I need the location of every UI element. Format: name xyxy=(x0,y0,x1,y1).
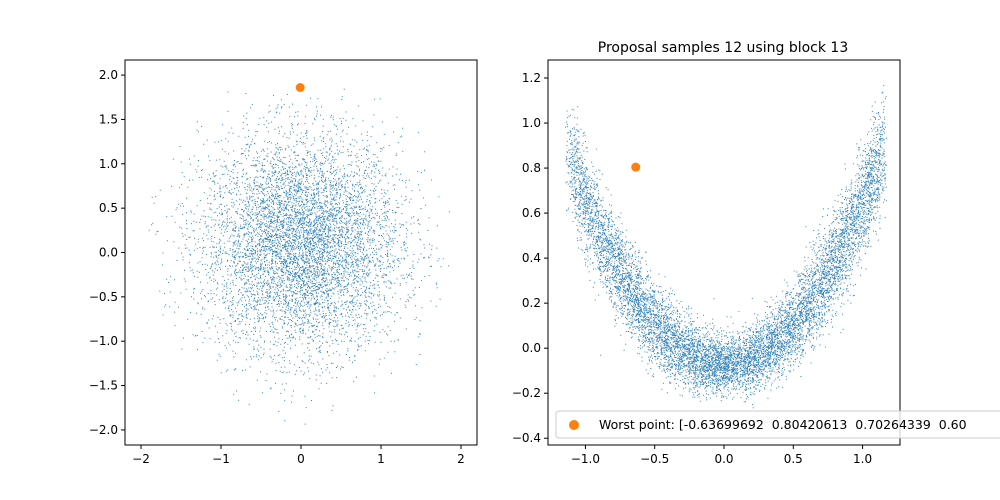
legend-marker xyxy=(569,420,579,430)
x-tick-label: 0.0 xyxy=(714,452,733,466)
y-tick-label: 0.6 xyxy=(522,206,541,220)
left-scatter-points xyxy=(148,83,450,425)
x-tick-label: −1.0 xyxy=(571,452,600,466)
left-axis-ticks: −2 −1 0 1 2 −2.0 −1.5 −1.0 −0.5 0.0 0.5 1.0 1.5 2.0 xyxy=(89,68,465,466)
right-scatter-points xyxy=(565,85,887,413)
y-tick-label: 1.0 xyxy=(522,116,541,130)
left-axes-frame xyxy=(124,59,478,446)
y-tick-label: −1.0 xyxy=(89,334,118,348)
y-tick-label: −2.0 xyxy=(89,423,118,437)
legend: Worst point: [-0.63699692 0.80420613 0.7… xyxy=(555,410,1000,439)
legend-label: Worst point: [-0.63699692 0.80420613 0.7… xyxy=(599,417,967,432)
right-plot: Proposal samples 12 using block 13 −1.0−… xyxy=(512,40,901,466)
y-tick-label: 0.8 xyxy=(522,161,541,175)
x-tick-label: −1 xyxy=(212,452,230,466)
worst-point-marker xyxy=(631,162,641,172)
y-tick-label: 0.0 xyxy=(522,341,541,355)
y-tick-label: −0.4 xyxy=(512,431,541,445)
y-tick-label: −0.5 xyxy=(89,290,118,304)
y-tick-label: 2.0 xyxy=(99,68,118,82)
y-tick-label: −1.5 xyxy=(89,379,118,393)
legend-box xyxy=(555,410,1000,439)
y-tick-label: 0.5 xyxy=(99,201,118,215)
right-plot-title: Proposal samples 12 using block 13 xyxy=(598,40,848,56)
x-tick-label: 1.0 xyxy=(853,452,872,466)
y-tick-label: 1.5 xyxy=(99,112,118,126)
x-tick-label: 0 xyxy=(297,452,305,466)
y-tick-label: 0.0 xyxy=(99,246,118,260)
y-tick-label: 0.4 xyxy=(522,251,541,265)
x-tick-label: 2 xyxy=(457,452,465,466)
worst-point-marker xyxy=(295,83,305,92)
left-plot: −2 −1 0 1 2 −2.0 −1.5 −1.0 −0.5 0.0 0.5 1.0 1.5 2.0 xyxy=(89,59,478,466)
x-tick-label: −2 xyxy=(132,452,150,466)
x-tick-label: 0.5 xyxy=(784,452,803,466)
x-tick-label: −0.5 xyxy=(640,452,669,466)
y-tick-label: 1.0 xyxy=(99,157,118,171)
right-axes-frame xyxy=(547,59,901,446)
right-axis-ticks: −1.0 −0.5 0.0 0.5 1.0 −0.4 −0.2 0.0 0.2 0.4 0.6 0.8… xyxy=(512,71,872,466)
x-tick-label: 1 xyxy=(377,452,385,466)
sample-cloud xyxy=(148,88,450,425)
y-tick-label: 1.2 xyxy=(522,71,541,85)
y-tick-label: −0.2 xyxy=(512,386,541,400)
y-tick-label: 0.2 xyxy=(522,296,541,310)
